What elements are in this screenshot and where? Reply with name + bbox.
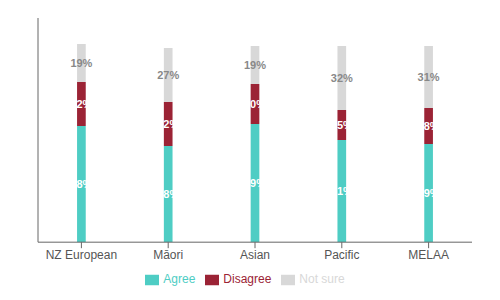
svg-text:MELAA: MELAA — [408, 248, 449, 262]
svg-text:51%: 51% — [331, 185, 353, 197]
html-text:Disagree: Disagree — [223, 272, 272, 287]
html-text:Not sure: Not sure — [299, 272, 345, 287]
svg-text:NZ European: NZ European — [46, 248, 117, 262]
svg-text:18%: 18% — [418, 120, 440, 132]
svg-text:32%: 32% — [331, 72, 353, 84]
svg-text:20%: 20% — [244, 98, 266, 110]
svg-text:49%: 49% — [418, 187, 440, 199]
svg-text:59%: 59% — [244, 177, 266, 189]
svg-text:19%: 19% — [244, 59, 266, 71]
svg-text:48%: 48% — [157, 188, 179, 200]
svg-text:27%: 27% — [157, 69, 179, 81]
svg-text:22%: 22% — [157, 118, 179, 130]
svg-text:15%: 15% — [331, 119, 353, 131]
svg-text:Pacific: Pacific — [324, 248, 359, 262]
svg-text:Māori: Māori — [153, 248, 183, 262]
svg-text:19%: 19% — [70, 57, 92, 69]
html-text:Agree: Agree — [163, 272, 196, 287]
svg-text:22%: 22% — [70, 98, 92, 110]
svg-text:58%: 58% — [70, 178, 92, 190]
svg-text:31%: 31% — [418, 71, 440, 83]
svg-text:Asian: Asian — [240, 248, 270, 262]
